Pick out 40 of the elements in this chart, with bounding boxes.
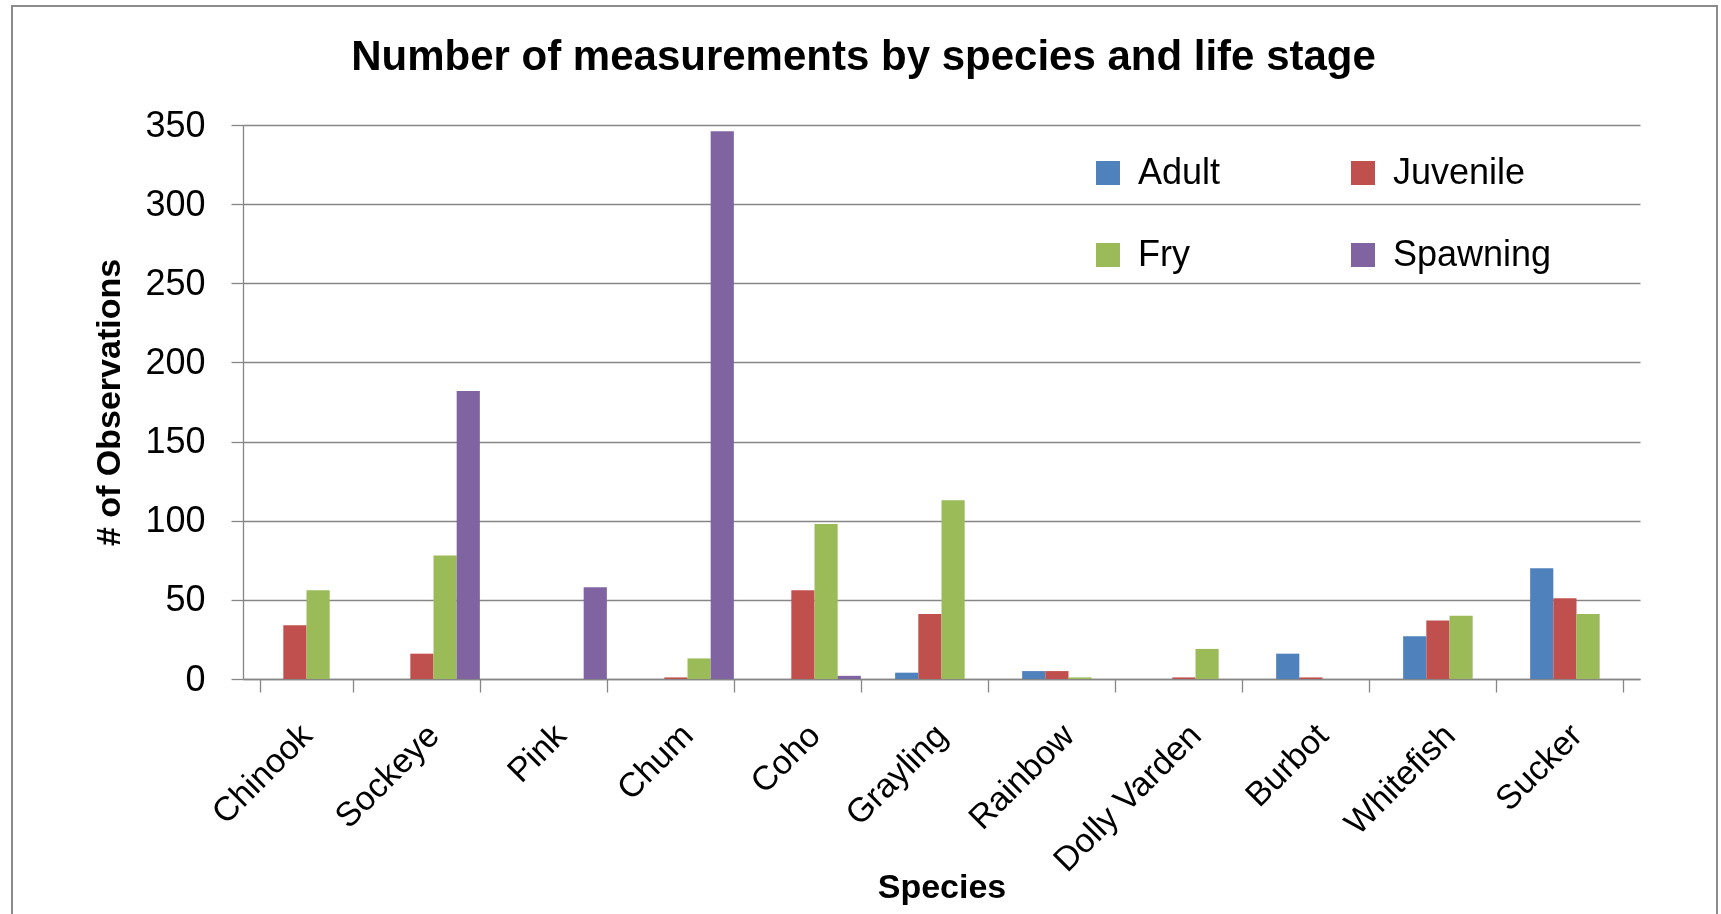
bar <box>814 523 838 679</box>
bar <box>1195 648 1219 679</box>
bar <box>583 587 607 679</box>
bar <box>1022 671 1046 679</box>
x-axis-title: Species <box>877 866 1007 905</box>
bar <box>1530 568 1554 679</box>
y-tick-label: 200 <box>145 340 206 382</box>
bar <box>1276 653 1300 679</box>
bar <box>410 653 434 679</box>
y-tick-label: 100 <box>145 499 206 541</box>
bar <box>837 675 861 679</box>
bar <box>710 131 734 679</box>
y-tick-label: 50 <box>165 578 206 620</box>
x-tick-label: Pink <box>499 714 574 790</box>
bar <box>1426 620 1450 679</box>
y-tick-label: 300 <box>145 182 206 224</box>
bar <box>918 614 942 679</box>
y-axis-title: # of Observations <box>89 258 128 547</box>
bar <box>1449 615 1473 679</box>
bar <box>791 590 815 679</box>
legend-label: Adult <box>1138 151 1221 192</box>
y-tick-label: 250 <box>145 261 206 303</box>
bar <box>456 390 480 679</box>
bar <box>306 590 330 679</box>
legend-label: Spawning <box>1393 233 1552 274</box>
bar <box>1403 636 1427 679</box>
bar <box>941 500 965 679</box>
legend-label: Fry <box>1138 233 1190 274</box>
bar <box>1576 614 1600 679</box>
bar <box>1045 671 1069 679</box>
y-tick-label: 150 <box>145 420 206 462</box>
bar <box>433 555 457 679</box>
chart-title: Number of measurements by species and life stage <box>351 32 1376 79</box>
bar <box>283 625 307 679</box>
bar <box>1553 598 1577 679</box>
bar <box>687 658 711 679</box>
y-tick-label: 0 <box>185 657 206 699</box>
bar <box>895 672 919 679</box>
y-tick-label: 350 <box>145 103 206 145</box>
legend-label: Juvenile <box>1393 151 1526 192</box>
